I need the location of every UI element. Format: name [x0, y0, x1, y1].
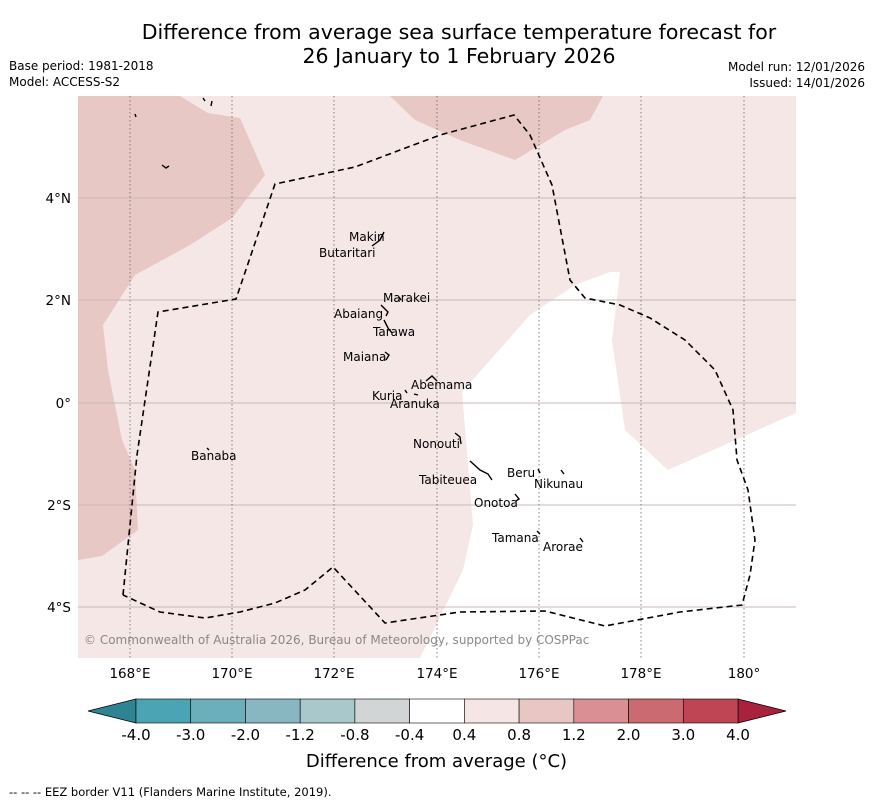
- colorbar-bin: [682, 698, 739, 724]
- meta-left: Base period: 1981-2018 Model: ACCESS-S2: [9, 58, 154, 90]
- latitude-tick-labels: 4°N 2°N 0° 2°S 4°S: [46, 191, 71, 616]
- label-maiana: Maiana: [343, 350, 386, 364]
- longitude-gridlines: [129, 96, 745, 658]
- label-tamana: Tamana: [491, 531, 539, 545]
- label-abemama: Abemama: [411, 378, 472, 392]
- sst-map: Makin Butaritari Marakei Abaiang Tarawa …: [78, 96, 796, 658]
- label-tarawa: Tarawa: [372, 325, 415, 339]
- islet-north-west-2: [134, 113, 137, 118]
- atoll-butaritari: [371, 231, 385, 247]
- lon-tick-176e: 176°E: [518, 666, 559, 682]
- title-line-1: Difference from average sea surface temp…: [141, 20, 777, 44]
- colorbar-bin: [409, 698, 465, 724]
- colorbar-bin: [518, 698, 575, 724]
- atoll-nonouti: [454, 432, 462, 445]
- colorbar-tick-label: 1.2: [562, 726, 586, 744]
- colorbar-bin: [245, 698, 301, 724]
- colorbar-extend-high: [737, 698, 787, 724]
- near-normal-region: [420, 272, 796, 658]
- atoll-kuria: [404, 389, 408, 394]
- label-aranuka: Aranuka: [390, 397, 440, 411]
- colorbar-tick-label: 0.8: [507, 726, 531, 744]
- label-arorae: Arorae: [543, 540, 583, 554]
- colorbar-bin: [354, 698, 410, 724]
- colorbar-bin: [135, 698, 192, 724]
- atoll-arorae: [579, 537, 584, 543]
- label-banaba: Banaba: [191, 449, 237, 463]
- colorbar-tick-label: -3.0: [176, 726, 205, 744]
- colorbar-tick-label: -1.2: [286, 726, 315, 744]
- islet-north-west: [161, 164, 170, 169]
- lat-tick-2n: 2°N: [46, 293, 71, 309]
- colorbar-tick-label: 2.0: [617, 726, 641, 744]
- label-marakei: Marakei: [383, 291, 430, 305]
- lat-tick-2s: 2°S: [47, 498, 71, 514]
- lon-tick-170e: 170°E: [211, 666, 252, 682]
- atoll-outlines: [134, 97, 584, 543]
- colorbar-extend-low: [87, 698, 137, 724]
- colorbar-tick-label: 0.4: [452, 726, 476, 744]
- colorbar: -4.0 -3.0 -2.0 -1.2 -0.8 -0.4 0.4 0.8 1.2 2.0 3.0 4…: [87, 698, 787, 744]
- atoll-nikunau: [560, 469, 565, 475]
- label-makin: Makin: [349, 230, 385, 244]
- longitude-tick-labels: 168°E 170°E 172°E 174°E 176°E 178°E 180°: [109, 666, 760, 682]
- islet-north-west-3: [202, 97, 213, 107]
- label-beru: Beru: [507, 466, 535, 480]
- label-nikunau: Nikunau: [534, 477, 583, 491]
- atoll-banaba: [206, 447, 210, 451]
- lon-tick-178e: 178°E: [620, 666, 661, 682]
- label-abaiang: Abaiang: [334, 307, 383, 321]
- eez-border: [122, 114, 756, 627]
- atoll-beru: [537, 468, 541, 474]
- colorbar-bin: [299, 698, 356, 724]
- warm-region-north: [390, 96, 603, 160]
- colorbar-tick-label: -4.0: [121, 726, 150, 744]
- eez-legend-footer: -- -- -- EEZ border V11 (Flanders Marine…: [9, 785, 332, 799]
- label-kuria: Kuria: [372, 389, 403, 403]
- lat-tick-0: 0°: [56, 396, 71, 412]
- label-tabiteuea: Tabiteuea: [418, 473, 477, 487]
- colorbar-bin: [464, 698, 520, 724]
- lat-tick-4n: 4°N: [46, 191, 71, 207]
- atoll-maiana: [384, 351, 390, 361]
- base-period: Base period: 1981-2018: [9, 59, 154, 73]
- colorbar-bin: [573, 698, 629, 724]
- colorbar-tick-label: -2.0: [231, 726, 260, 744]
- colorbar-bin: [628, 698, 684, 724]
- warm-region-west: [78, 96, 265, 560]
- atoll-tabiteuea: [469, 460, 493, 481]
- lon-tick-172e: 172°E: [313, 666, 354, 682]
- colorbar-tick-label: 3.0: [671, 726, 695, 744]
- copyright-notice: © Commonwealth of Australia 2026, Bureau…: [84, 633, 589, 647]
- issued-date: Issued: 14/01/2026: [749, 76, 865, 90]
- lat-tick-4s: 4°S: [47, 600, 71, 616]
- lon-tick-168e: 168°E: [109, 666, 150, 682]
- colorbar-tick-label: -0.4: [395, 726, 424, 744]
- atoll-tarawa: [383, 319, 393, 334]
- title-line-2: 26 January to 1 February 2026: [302, 44, 616, 68]
- colorbar-tick-label: 4.0: [726, 726, 750, 744]
- island-labels: Makin Butaritari Marakei Abaiang Tarawa …: [191, 230, 583, 554]
- atoll-abemama: [425, 375, 438, 382]
- model-run: Model run: 12/01/2026: [727, 60, 865, 74]
- atoll-aranuka: [413, 393, 419, 396]
- chart-title: Difference from average sea surface temp…: [0, 20, 873, 68]
- meta-right: Model run: 12/01/2026 Issued: 14/01/2026: [728, 59, 865, 91]
- atoll-tamana: [536, 530, 541, 535]
- label-nonouti: Nonouti: [413, 437, 460, 451]
- colorbar-bins: [135, 698, 739, 724]
- colorbar-tick-labels: -4.0 -3.0 -2.0 -1.2 -0.8 -0.4 0.4 0.8 1.2 2.0 3.0 4…: [121, 726, 750, 744]
- atoll-abaiang: [380, 304, 389, 317]
- label-onotoa: Onotoa: [474, 496, 518, 510]
- model-name: Model: ACCESS-S2: [9, 75, 121, 89]
- colorbar-label: Difference from average (°C): [305, 751, 568, 772]
- atoll-marakei: [398, 296, 402, 301]
- label-butaritari: Butaritari: [319, 246, 376, 260]
- atoll-onotoa: [514, 493, 521, 502]
- colorbar-tick-label: -0.8: [340, 726, 369, 744]
- lon-tick-174e: 174°E: [416, 666, 457, 682]
- lon-tick-180: 180°: [728, 666, 761, 682]
- colorbar-bin: [190, 698, 246, 724]
